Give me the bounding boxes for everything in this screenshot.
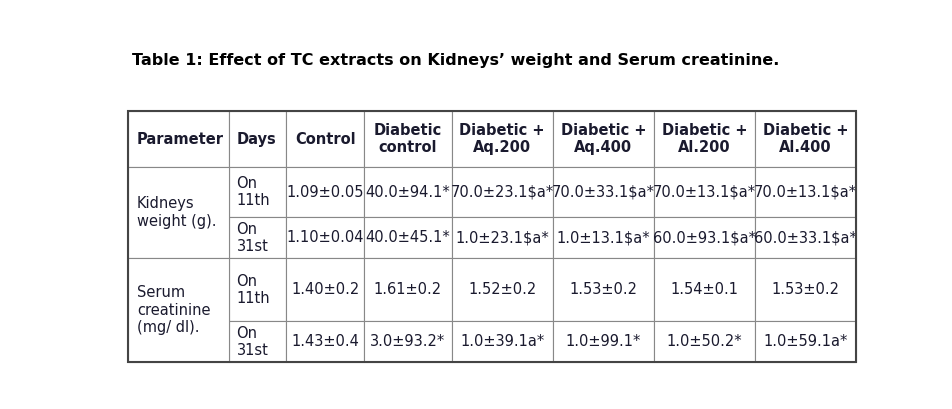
Text: Serum
creatinine
(mg/ dl).: Serum creatinine (mg/ dl).: [137, 285, 210, 335]
Bar: [287, 217, 364, 258]
Text: 1.53±0.2: 1.53±0.2: [568, 282, 637, 297]
Bar: [451, 167, 552, 217]
Bar: [287, 321, 364, 362]
Bar: [364, 167, 451, 217]
Text: On
31st: On 31st: [236, 326, 268, 358]
Text: 1.10±0.04: 1.10±0.04: [287, 230, 364, 245]
Text: 40.0±94.1*: 40.0±94.1*: [365, 184, 449, 200]
Text: 1.0±39.1a*: 1.0±39.1a*: [460, 335, 544, 349]
Bar: [287, 167, 364, 217]
Text: Diabetic +
Aq.400: Diabetic + Aq.400: [560, 123, 645, 155]
Bar: [364, 258, 451, 321]
Bar: [287, 111, 364, 167]
Text: 1.0±23.1$a*: 1.0±23.1$a*: [455, 230, 548, 245]
Text: 1.0±59.1a*: 1.0±59.1a*: [763, 335, 847, 349]
Text: Kidneys
weight (g).: Kidneys weight (g).: [137, 196, 216, 229]
Bar: [653, 111, 754, 167]
Bar: [451, 258, 552, 321]
Text: On
11th: On 11th: [236, 176, 269, 208]
Bar: [451, 217, 552, 258]
Bar: [128, 111, 228, 167]
Bar: [451, 111, 552, 167]
Text: 1.54±0.1: 1.54±0.1: [670, 282, 738, 297]
Text: 1.61±0.2: 1.61±0.2: [373, 282, 442, 297]
Text: On
11th: On 11th: [236, 274, 269, 306]
Bar: [754, 111, 855, 167]
Bar: [552, 111, 653, 167]
Bar: [653, 258, 754, 321]
Bar: [552, 167, 653, 217]
Bar: [228, 258, 287, 321]
Text: Control: Control: [294, 132, 355, 146]
Text: 1.52±0.2: 1.52±0.2: [467, 282, 536, 297]
Bar: [754, 321, 855, 362]
Text: Diabetic
control: Diabetic control: [373, 123, 442, 155]
Bar: [754, 258, 855, 321]
Text: 70.0±23.1$a*: 70.0±23.1$a*: [450, 184, 553, 200]
Bar: [228, 167, 287, 217]
Bar: [653, 217, 754, 258]
Text: 70.0±13.1$a*: 70.0±13.1$a*: [753, 184, 856, 200]
Bar: [228, 321, 287, 362]
Text: 1.0±99.1*: 1.0±99.1*: [565, 335, 641, 349]
Text: 70.0±13.1$a*: 70.0±13.1$a*: [652, 184, 755, 200]
Text: 60.0±33.1$a*: 60.0±33.1$a*: [753, 230, 856, 245]
Text: Diabetic +
Aq.200: Diabetic + Aq.200: [459, 123, 545, 155]
Text: 1.43±0.4: 1.43±0.4: [291, 335, 359, 349]
Bar: [228, 111, 287, 167]
Bar: [287, 258, 364, 321]
Bar: [364, 111, 451, 167]
Text: Parameter: Parameter: [137, 132, 224, 146]
Bar: [451, 321, 552, 362]
Bar: [552, 217, 653, 258]
Text: 70.0±33.1$a*: 70.0±33.1$a*: [551, 184, 654, 200]
Text: 1.0±50.2*: 1.0±50.2*: [666, 335, 742, 349]
Bar: [754, 167, 855, 217]
Text: 3.0±93.2*: 3.0±93.2*: [369, 335, 445, 349]
Text: Diabetic +
Al.400: Diabetic + Al.400: [763, 123, 847, 155]
Bar: [552, 258, 653, 321]
Bar: [228, 217, 287, 258]
Text: 60.0±93.1$a*: 60.0±93.1$a*: [652, 230, 755, 245]
Text: Table 1: Effect of TC extracts on Kidneys’ weight and Serum creatinine.: Table 1: Effect of TC extracts on Kidney…: [131, 53, 778, 68]
Bar: [128, 111, 855, 362]
Bar: [128, 167, 228, 258]
Bar: [552, 321, 653, 362]
Text: On
31st: On 31st: [236, 222, 268, 254]
Bar: [653, 167, 754, 217]
Bar: [754, 217, 855, 258]
Bar: [128, 258, 228, 362]
Text: 40.0±45.1*: 40.0±45.1*: [365, 230, 449, 245]
Bar: [364, 217, 451, 258]
Text: 1.0±13.1$a*: 1.0±13.1$a*: [556, 230, 649, 245]
Bar: [364, 321, 451, 362]
Text: 1.53±0.2: 1.53±0.2: [771, 282, 839, 297]
Text: Diabetic +
Al.200: Diabetic + Al.200: [661, 123, 746, 155]
Text: 1.40±0.2: 1.40±0.2: [290, 282, 359, 297]
Bar: [653, 321, 754, 362]
Text: Days: Days: [236, 132, 276, 146]
Text: 1.09±0.05: 1.09±0.05: [287, 184, 364, 200]
